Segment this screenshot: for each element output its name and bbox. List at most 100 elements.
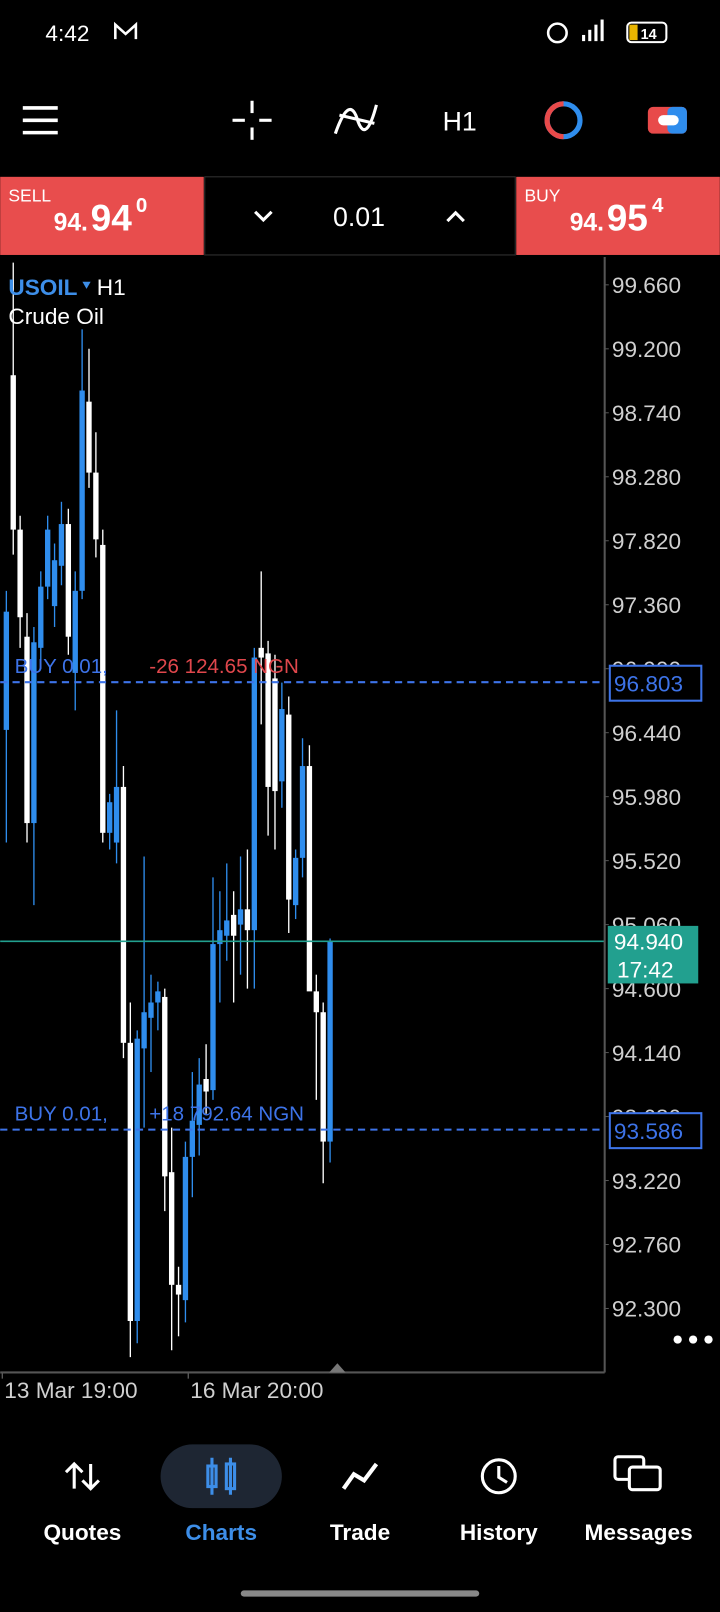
candle-body <box>93 472 99 540</box>
nav-history[interactable]: History <box>460 1520 538 1545</box>
y-tick-label: 95.980 <box>612 785 681 810</box>
position-price-badge <box>608 664 703 702</box>
y-tick-label: 94.140 <box>612 1041 681 1066</box>
candle-body <box>279 709 285 782</box>
x-tick-label: 16 Mar 20:00 <box>190 1378 323 1403</box>
candle-body <box>292 857 299 906</box>
buy-button[interactable] <box>516 176 720 255</box>
candle-body <box>313 991 319 1013</box>
candle-body <box>265 653 271 787</box>
candle-body <box>3 611 10 730</box>
y-tick-label: 99.660 <box>612 273 681 298</box>
candle-body <box>106 802 113 833</box>
y-tick-label: 96.440 <box>612 721 681 746</box>
candle-body <box>155 991 161 1003</box>
nav-active-pill <box>160 1444 282 1509</box>
candle-body <box>148 1002 154 1018</box>
candle-body <box>65 524 72 637</box>
nav-trade[interactable]: Trade <box>330 1520 390 1545</box>
buy-price-main: 94. <box>570 209 604 236</box>
candle-body <box>17 529 23 618</box>
shift-marker[interactable] <box>329 1363 346 1373</box>
candle-body <box>272 678 278 792</box>
buy-price-sup: 4 <box>652 194 664 217</box>
candle-body <box>182 1156 189 1301</box>
candle-body <box>327 941 333 1142</box>
home-indicator <box>240 1590 480 1597</box>
y-tick-label: 97.820 <box>612 529 681 554</box>
candle-body <box>224 920 230 936</box>
signal-icon <box>582 19 604 42</box>
y-tick-label: 99.200 <box>612 337 681 362</box>
more-button[interactable] <box>673 1335 713 1344</box>
candle-body <box>120 786 127 1043</box>
trade-icon[interactable] <box>341 1462 379 1490</box>
candle-body <box>230 914 237 936</box>
nav-messages[interactable]: Messages <box>585 1520 693 1545</box>
candle-body <box>196 1084 202 1125</box>
quotes-icon[interactable] <box>64 1461 100 1491</box>
nav-quotes[interactable]: Quotes <box>43 1520 121 1545</box>
buy-price-big: 95 <box>607 196 648 238</box>
symbol[interactable]: USOIL <box>8 275 77 300</box>
y-tick-label: 97.360 <box>612 593 681 618</box>
position-price: 96.803 <box>614 671 683 696</box>
sell-button[interactable] <box>0 176 204 255</box>
lot-size[interactable]: 0.01 <box>333 202 385 232</box>
candle-body <box>72 590 78 673</box>
timeframe-button[interactable]: H1 <box>443 107 477 137</box>
position-label: BUY 0.01, <box>15 655 108 678</box>
candle-body <box>237 909 244 925</box>
history-icon[interactable] <box>480 1458 517 1495</box>
candle-body <box>244 909 251 931</box>
bid-badge <box>607 925 699 984</box>
candle-body <box>258 647 264 658</box>
sell-price-main: 94. <box>54 209 88 236</box>
symbol-dropdown[interactable] <box>82 281 91 289</box>
candle-body <box>306 766 313 992</box>
position-price: 93.586 <box>614 1119 683 1144</box>
candle-body <box>79 390 85 591</box>
messages-icon[interactable] <box>613 1455 662 1492</box>
candle-body <box>299 766 306 858</box>
lot-panel <box>204 176 516 256</box>
candle-body <box>24 636 30 824</box>
y-tick-label: 92.300 <box>612 1297 681 1322</box>
crosshair-button[interactable] <box>232 100 272 140</box>
candle-body <box>162 996 168 1177</box>
chart[interactable]: 99.66099.20098.74098.28097.82097.36096.9… <box>0 262 703 1404</box>
battery-text: 14 <box>641 27 657 43</box>
position-price-badge <box>608 1112 703 1150</box>
candle-body <box>10 375 16 530</box>
candle-body <box>175 1284 182 1295</box>
chart-timeframe: H1 <box>97 275 126 300</box>
sell-price-big: 94 <box>91 196 133 238</box>
candle-body <box>203 1078 209 1092</box>
position-profit: -26 124.65 NGN <box>149 655 299 678</box>
position-profit: +18 792.64 NGN <box>149 1102 304 1125</box>
candle-body <box>51 560 58 607</box>
time-button-half <box>544 101 564 140</box>
position-label: BUY 0.01, <box>15 1102 108 1125</box>
nav-charts[interactable]: Charts <box>185 1520 257 1545</box>
sell-label: SELL <box>8 186 51 206</box>
y-tick-label: 95.520 <box>612 849 681 874</box>
candle-body <box>251 657 257 931</box>
lot-down[interactable] <box>254 210 273 223</box>
candle-body <box>286 714 292 900</box>
battery-level <box>629 24 638 41</box>
candle-body <box>168 1172 175 1285</box>
candle-body <box>113 786 120 843</box>
candle-body <box>320 1012 326 1142</box>
menu-button[interactable] <box>22 106 58 135</box>
charts-icon[interactable] <box>206 1457 237 1495</box>
status-time: 4:42 <box>45 21 89 46</box>
candle-body <box>210 944 216 1091</box>
candle-body <box>134 1038 140 1322</box>
lot-up[interactable] <box>446 210 465 223</box>
candle-body <box>58 524 65 566</box>
indicators-button[interactable] <box>333 104 378 135</box>
sell-price-sup: 0 <box>136 194 147 217</box>
bid-timer: 17:42 <box>617 957 674 982</box>
y-tick-label: 98.740 <box>612 401 681 426</box>
